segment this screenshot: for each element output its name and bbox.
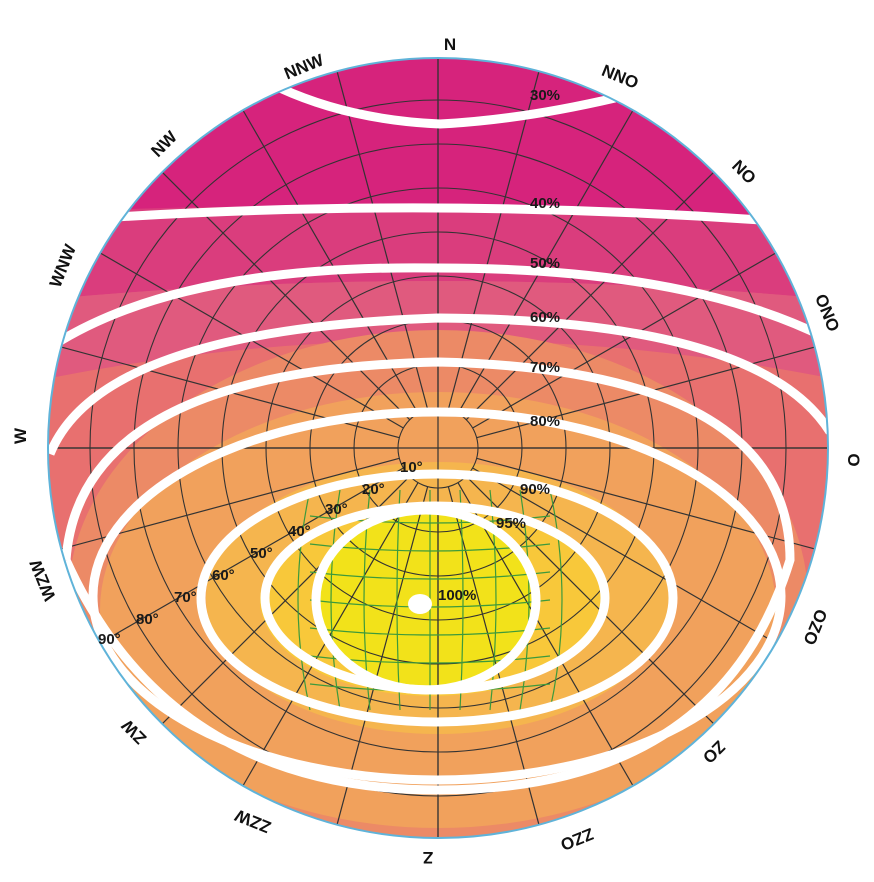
label-50-degrees: 50° bbox=[250, 545, 273, 562]
label-40-degrees: 40° bbox=[288, 523, 311, 540]
grid-panel-line bbox=[309, 571, 551, 580]
optimum-point bbox=[408, 594, 432, 614]
label-60-percent: 60% bbox=[530, 309, 560, 326]
contour-70 bbox=[61, 357, 795, 795]
label-100-percent: 100% bbox=[438, 587, 476, 604]
zone-30-40 bbox=[48, 58, 828, 220]
contour-80 bbox=[88, 407, 786, 785]
grid-azimuth-line bbox=[447, 71, 540, 410]
label-10-degrees: 10° bbox=[400, 459, 423, 476]
compass-zzw: ZZW bbox=[231, 805, 273, 837]
compass-ono: ONO bbox=[811, 291, 843, 334]
grid-azimuth-line bbox=[472, 252, 777, 429]
grid-altitude-circle bbox=[177, 187, 699, 709]
compass-wzw: WZW bbox=[26, 556, 60, 603]
contour-100 bbox=[311, 505, 541, 695]
label-20-degrees: 20° bbox=[362, 481, 385, 498]
compass-ozo: OZO bbox=[799, 606, 830, 647]
label-90-percent: 90% bbox=[520, 481, 550, 498]
compass-zw: ZW bbox=[117, 715, 150, 748]
label-40-percent: 40% bbox=[530, 195, 560, 212]
contour-50 bbox=[49, 263, 828, 350]
altitude-labels: 10° 20° 30° 40° 50° 60° 70° 80° 90° bbox=[98, 459, 423, 648]
grid-azimuth-line bbox=[242, 482, 419, 787]
disc-rim bbox=[47, 57, 829, 839]
label-80-degrees: 80° bbox=[136, 611, 159, 628]
label-60-degrees: 60° bbox=[212, 567, 235, 584]
label-70-degrees: 70° bbox=[174, 589, 197, 606]
label-50-percent: 50% bbox=[530, 255, 560, 272]
compass-n: N bbox=[444, 35, 456, 54]
label-90-degrees: 90° bbox=[98, 631, 121, 648]
label-30-percent: 30% bbox=[530, 87, 560, 104]
grid-panel-line bbox=[309, 627, 551, 636]
label-70-percent: 70% bbox=[530, 359, 560, 376]
compass-zzo: ZZO bbox=[558, 824, 597, 854]
grid-azimuth-line bbox=[99, 467, 404, 644]
compass-o: O bbox=[844, 453, 863, 466]
grid-azimuth-line bbox=[472, 467, 777, 644]
compass-nw: NW bbox=[147, 127, 181, 161]
label-30-degrees: 30° bbox=[325, 501, 348, 518]
grid-azimuth-line bbox=[336, 486, 429, 825]
grid-panel-line bbox=[330, 489, 341, 711]
grid-panel-line bbox=[549, 489, 563, 711]
contour-30 bbox=[278, 83, 617, 129]
compass-zo: ZO bbox=[699, 737, 729, 767]
compass-wnw: WNW bbox=[46, 241, 81, 290]
grid-azimuth-line bbox=[447, 486, 540, 825]
contour-40 bbox=[99, 203, 791, 227]
compass-z: Z bbox=[423, 848, 433, 867]
compass-no: NO bbox=[728, 156, 759, 187]
grid-panel-line bbox=[297, 489, 311, 711]
efficiency-labels: 30% 40% 50% 60% 70% 80% 90% 95% 100% bbox=[438, 87, 560, 604]
label-95-percent: 95% bbox=[496, 515, 526, 532]
contour-90 bbox=[196, 469, 678, 727]
grid-altitude-circle bbox=[89, 99, 787, 797]
grid-altitude-circle bbox=[265, 275, 611, 621]
compass-nno: NNO bbox=[599, 61, 641, 93]
grid-azimuth-line bbox=[457, 482, 634, 787]
grid-azimuth-line bbox=[336, 71, 429, 410]
contour-60 bbox=[48, 313, 828, 456]
label-80-percent: 80% bbox=[530, 413, 560, 430]
efficiency-contours bbox=[48, 83, 828, 795]
compass-w: W bbox=[11, 427, 30, 444]
